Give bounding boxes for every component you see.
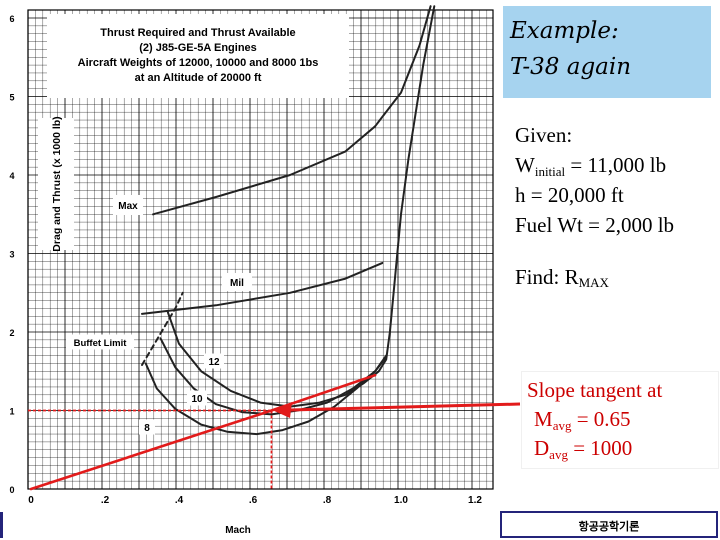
label-buffet-limit-box: [66, 334, 134, 350]
y-axis-label: Drag and Thrust (x 1000 lb): [51, 116, 63, 251]
y-tick-label: 3: [9, 250, 14, 260]
y-tick-label: 2: [9, 328, 14, 338]
label-mil: Mil: [230, 278, 244, 289]
label-weight-10: 10: [191, 394, 203, 405]
slope-mach-m: M: [534, 407, 553, 431]
series-12: [166, 5, 436, 408]
footer-left-mark: [0, 512, 3, 538]
slope-drag-sub: avg: [549, 447, 568, 462]
slope-box: Slope tangent at Mavg = 0.65 Davg = 1000: [522, 372, 718, 468]
given-fuel: Fuel Wt = 2,000 lb: [515, 213, 675, 237]
slope-drag: Davg = 1000: [534, 436, 632, 463]
label-buffet-limit: Buffet Limit: [74, 338, 128, 349]
x-tick-label: 0: [28, 495, 34, 506]
given-weight-value: = 11,000 lb: [565, 153, 667, 177]
slope-drag-d: D: [534, 436, 550, 460]
label-weight-8-box: [139, 419, 155, 435]
x-tick-label: .8: [323, 495, 332, 506]
label-weight-8: 8: [144, 423, 150, 434]
y-tick-label: 5: [9, 93, 14, 103]
given-weight-sub: initial: [534, 164, 566, 179]
chart-title-line: Aircraft Weights of 12000, 10000 and 800…: [78, 57, 319, 69]
chart-title-line: at an Altitude of 20000 ft: [135, 72, 262, 84]
footer-bar: 항공공학기론: [500, 511, 718, 538]
slope-mach: Mavg = 0.65: [534, 407, 631, 434]
x-axis-label: Mach: [225, 525, 251, 536]
given-weight: Winitial = 11,000 lb: [515, 150, 674, 180]
x-tick-label: 1.2: [468, 495, 482, 506]
x-tick-label: .6: [249, 495, 258, 506]
x-tick-label: .4: [175, 495, 184, 506]
chart-title-line: (2) J85-GE-5A Engines: [139, 42, 257, 54]
y-tick-label: 1: [9, 407, 14, 417]
y-tick-label: 4: [9, 171, 14, 181]
plot-frame: [27, 9, 494, 490]
given-block: Given: Winitial = 11,000 lb h = 20,000 f…: [515, 120, 674, 240]
chart-overlay: Thrust Required and Thrust Available (2) …: [28, 14, 521, 489]
series-buffet-limit: [141, 291, 184, 366]
series-mil: [141, 261, 384, 315]
x-tick-label: 1.0: [394, 495, 408, 506]
footer-text: 항공공학기론: [578, 521, 640, 533]
y-tick-label: 6: [9, 14, 14, 24]
chart-title-line: Thrust Required and Thrust Available: [100, 27, 295, 39]
series-8: [144, 356, 388, 436]
callout-arrow-head: [272, 402, 292, 418]
find-line: Find: RMAX: [515, 265, 609, 291]
given-weight-w: W: [515, 153, 535, 177]
find-prefix: Find: R: [515, 265, 579, 289]
label-max: Max: [118, 201, 138, 212]
y-axis-label-box: [38, 118, 74, 250]
label-max-box: [113, 195, 143, 215]
chart-title-box: [47, 14, 349, 98]
callout-arrow-shaft: [289, 402, 521, 412]
y-tick-label: 0: [9, 485, 14, 495]
label-weight-10-box: [187, 390, 207, 406]
example-title: Example:: [510, 18, 619, 44]
example-title-box: Example: T-38 again: [503, 6, 711, 98]
label-mil-box: [222, 273, 252, 291]
slope-mach-value: = 0.65: [571, 407, 631, 431]
slope-mach-sub: avg: [552, 418, 572, 433]
slope-line1: Slope tangent at: [527, 378, 663, 402]
series-max: [152, 5, 432, 216]
given-altitude: h = 20,000 ft: [515, 183, 624, 207]
given-header: Given:: [515, 123, 573, 147]
find-sub: MAX: [578, 275, 609, 290]
label-weight-12-box: [204, 353, 224, 369]
label-weight-12: 12: [208, 357, 220, 368]
series-10: [159, 337, 388, 416]
slope-drag-value: = 1000: [567, 436, 633, 460]
example-subtitle: T-38 again: [510, 54, 632, 80]
x-tick-label: .2: [101, 495, 110, 506]
